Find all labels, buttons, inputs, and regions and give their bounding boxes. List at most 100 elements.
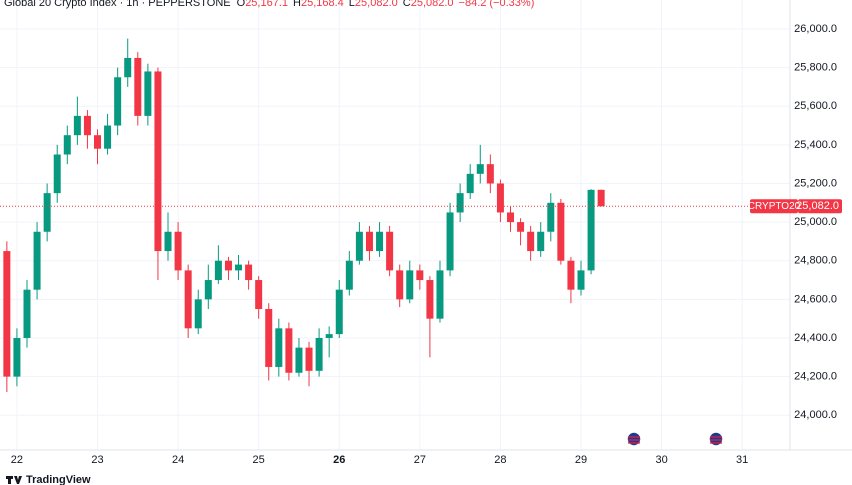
candle (365, 225, 373, 261)
candle (214, 245, 222, 284)
candle (355, 222, 363, 265)
candle-body (83, 115, 91, 136)
y-tick-label: 24,200.0 (794, 371, 837, 383)
candle (23, 280, 31, 348)
candle (204, 264, 212, 310)
candle (486, 154, 494, 194)
y-tick-label: 24,400.0 (794, 332, 837, 344)
candles (3, 38, 605, 393)
candle (73, 96, 81, 145)
legend-text: 25,082.0 (411, 0, 454, 9)
candle-body (204, 280, 212, 300)
candle-body (305, 347, 313, 371)
candle (154, 67, 162, 281)
candle-body (355, 231, 363, 261)
last-price-label: 25,082.0 (796, 200, 839, 212)
candle-body (184, 270, 192, 329)
candle (63, 125, 71, 165)
candle-body (53, 154, 61, 194)
y-tick-label: 25,200.0 (794, 177, 837, 189)
candle-body (255, 280, 263, 310)
candle (315, 328, 323, 377)
candle-body (486, 164, 494, 184)
candle (13, 328, 21, 387)
candle-body (275, 328, 283, 367)
event-flag (626, 431, 642, 447)
candle (235, 254, 243, 281)
candle-body (164, 231, 172, 252)
last-price-name: CRYPTO20 (748, 201, 801, 212)
candle-body (23, 289, 31, 338)
candle (134, 52, 142, 126)
candle-body (597, 189, 605, 207)
last-price-tag (798, 199, 842, 214)
candle (265, 303, 273, 381)
candle (396, 264, 404, 308)
x-tick-label: 25 (253, 454, 265, 466)
candle-body (134, 57, 142, 116)
candle-body (245, 264, 253, 281)
candle-body (295, 347, 303, 373)
candle (184, 264, 192, 338)
candle-body (406, 270, 414, 300)
candle-body (43, 193, 51, 232)
candle (426, 276, 434, 358)
candle-body (537, 231, 545, 252)
candle (194, 289, 202, 335)
candle-body (3, 251, 11, 377)
x-tick-label: 27 (414, 454, 426, 466)
candle (144, 63, 152, 126)
candle (386, 225, 394, 277)
legend-text: H (293, 0, 301, 9)
candle-body (94, 135, 102, 149)
candle-body (63, 135, 71, 155)
x-tick-label: 30 (655, 454, 667, 466)
candle (255, 276, 263, 319)
candle (305, 341, 313, 387)
candle (83, 110, 91, 149)
candle-body (265, 309, 273, 367)
legend-text: C (403, 0, 411, 9)
candle (446, 202, 454, 277)
candle-body (446, 212, 454, 271)
candle-body (285, 328, 293, 373)
candle-body (426, 280, 434, 319)
x-tick-label: 23 (91, 454, 103, 466)
logo-text: TradingView (26, 474, 91, 485)
legend-text: 25,082.0 (355, 0, 398, 9)
candle-body (235, 264, 243, 271)
x-tick-label: 24 (172, 454, 184, 466)
candle (496, 179, 504, 223)
x-tick-label: 29 (575, 454, 587, 466)
y-tick-label: 25,800.0 (794, 62, 837, 74)
candle (164, 212, 172, 261)
candle-body (124, 57, 132, 78)
candle-body (517, 222, 525, 232)
y-tick-label: 25,600.0 (794, 100, 837, 112)
candle (224, 256, 232, 281)
candle (476, 144, 484, 184)
candle-body (335, 289, 343, 335)
candle (456, 183, 464, 223)
candle (335, 280, 343, 338)
candle (43, 183, 51, 242)
candle-body (315, 337, 323, 371)
candle (325, 326, 333, 358)
candle-body (345, 260, 353, 290)
candle-body (476, 164, 484, 174)
legend-text: 25,167.1 (245, 0, 288, 9)
candle-body (174, 231, 182, 271)
last-price-tag (750, 199, 798, 214)
candle-body (154, 71, 162, 252)
candle-body (13, 337, 21, 377)
y-tick-label: 26,000.0 (794, 23, 837, 35)
candle-body (224, 260, 232, 271)
candle (275, 318, 283, 377)
candle-body (557, 202, 565, 261)
candle (124, 38, 132, 87)
candle-body (386, 231, 394, 271)
candle-body (456, 193, 464, 213)
y-tick-label: 24,000.0 (794, 409, 837, 421)
candle (557, 198, 565, 265)
